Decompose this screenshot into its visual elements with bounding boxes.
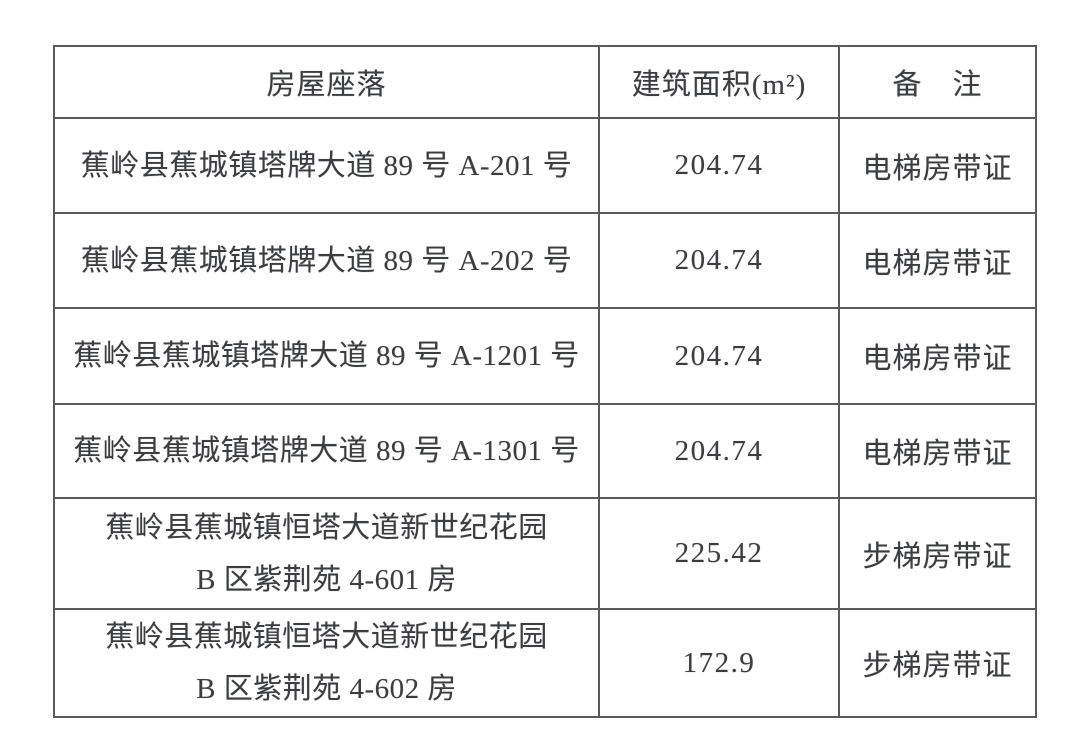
cell-area: 204.74	[598, 403, 840, 499]
cell-note: 电梯房带证	[838, 212, 1037, 309]
cell-note: 电梯房带证	[838, 307, 1037, 405]
cell-note: 步梯房带证	[838, 608, 1037, 718]
table-row: 蕉岭县蕉城镇恒塔大道新世纪花园 B 区紫荆苑 4-601 房 225.42 步梯…	[53, 497, 1037, 610]
cell-area: 225.42	[598, 497, 840, 610]
table-row: 蕉岭县蕉城镇塔牌大道 89 号 A-1301 号 204.74 电梯房带证	[53, 403, 1037, 499]
table-row: 蕉岭县蕉城镇塔牌大道 89 号 A-1201 号 204.74 电梯房带证	[53, 307, 1037, 405]
header-location: 房屋座落	[53, 45, 600, 119]
table-row: 蕉岭县蕉城镇恒塔大道新世纪花园 B 区紫荆苑 4-602 房 172.9 步梯房…	[53, 608, 1037, 718]
cell-location: 蕉岭县蕉城镇塔牌大道 89 号 A-1301 号	[53, 403, 600, 499]
cell-note: 电梯房带证	[838, 117, 1037, 214]
cell-location: 蕉岭县蕉城镇恒塔大道新世纪花园 B 区紫荆苑 4-602 房	[53, 608, 600, 718]
table-row: 蕉岭县蕉城镇塔牌大道 89 号 A-202 号 204.74 电梯房带证	[53, 212, 1037, 309]
header-area: 建筑面积(m²)	[598, 45, 840, 119]
cell-area: 204.74	[598, 117, 840, 214]
cell-location: 蕉岭县蕉城镇塔牌大道 89 号 A-1201 号	[53, 307, 600, 405]
cell-area: 204.74	[598, 307, 840, 405]
cell-area: 172.9	[598, 608, 840, 718]
cell-note: 电梯房带证	[838, 403, 1037, 499]
table-header-row: 房屋座落 建筑面积(m²) 备 注	[53, 45, 1037, 119]
property-table: 房屋座落 建筑面积(m²) 备 注 蕉岭县蕉城镇塔牌大道 89 号 A-201 …	[53, 45, 1037, 718]
header-note: 备 注	[838, 45, 1037, 119]
cell-location: 蕉岭县蕉城镇恒塔大道新世纪花园 B 区紫荆苑 4-601 房	[53, 497, 600, 610]
table-row: 蕉岭县蕉城镇塔牌大道 89 号 A-201 号 204.74 电梯房带证	[53, 117, 1037, 214]
cell-note: 步梯房带证	[838, 497, 1037, 610]
cell-area: 204.74	[598, 212, 840, 309]
cell-location: 蕉岭县蕉城镇塔牌大道 89 号 A-202 号	[53, 212, 600, 309]
cell-location: 蕉岭县蕉城镇塔牌大道 89 号 A-201 号	[53, 117, 600, 214]
